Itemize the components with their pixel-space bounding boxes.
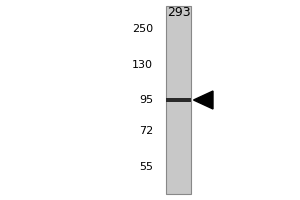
Bar: [166, 98, 191, 102]
Text: 55: 55: [139, 162, 153, 172]
Polygon shape: [194, 91, 213, 109]
Text: 72: 72: [139, 126, 153, 136]
Text: 250: 250: [132, 24, 153, 34]
Bar: [166, 6, 191, 194]
Text: 293: 293: [167, 6, 190, 19]
Text: 130: 130: [132, 60, 153, 70]
Text: 95: 95: [139, 95, 153, 105]
